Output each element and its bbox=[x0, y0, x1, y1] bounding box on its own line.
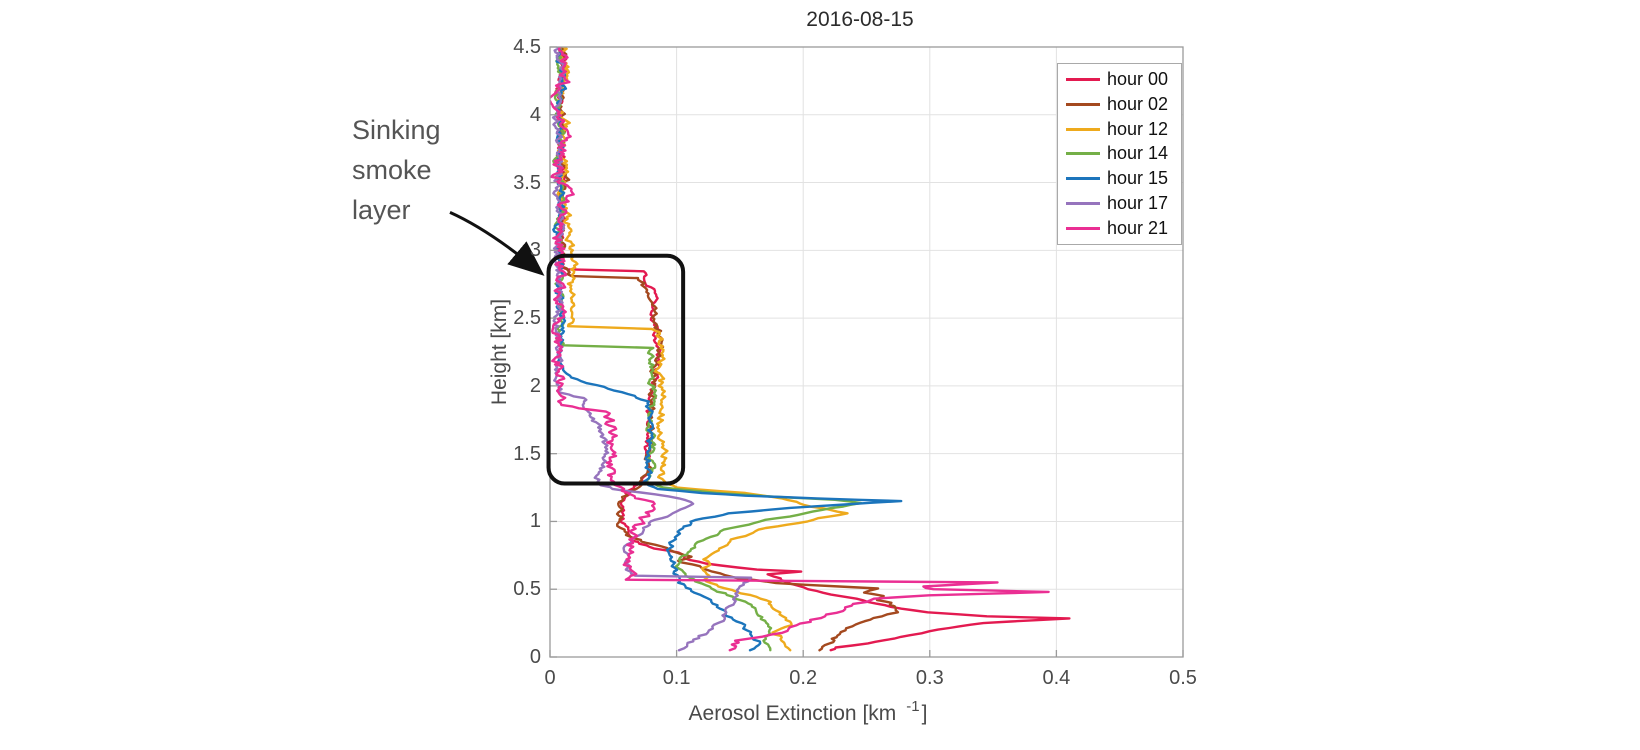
series-lines bbox=[550, 47, 1071, 652]
smoke-layer-annotation-line: smoke bbox=[352, 155, 432, 185]
y-tick-label: 4.5 bbox=[513, 36, 541, 58]
x-tick-label: 0 bbox=[544, 667, 556, 689]
x-axis-label-close: ] bbox=[921, 702, 928, 725]
profile-line-hour-21 bbox=[550, 47, 1050, 652]
legend-label: hour 17 bbox=[1107, 193, 1169, 214]
profile-line-hour-15 bbox=[552, 47, 903, 652]
x-tick-label: 0.1 bbox=[662, 667, 691, 689]
y-tick-label: 3 bbox=[529, 239, 541, 262]
legend: hour 00 hour 02 hour 12 hour 14 hour 15 … bbox=[1057, 63, 1182, 245]
x-axis-label-superscript: -1 bbox=[906, 698, 920, 715]
legend-label: hour 12 bbox=[1107, 118, 1169, 139]
legend-line-swatch bbox=[1066, 102, 1100, 106]
legend-label: hour 02 bbox=[1107, 93, 1169, 114]
legend-item: hour 15 bbox=[1066, 167, 1181, 191]
legend-item: hour 14 bbox=[1066, 142, 1181, 166]
legend-line-swatch bbox=[1066, 226, 1100, 230]
legend-item: hour 21 bbox=[1066, 216, 1181, 240]
legend-line-swatch bbox=[1066, 202, 1100, 206]
x-axis-label-main: Aerosol Extinction [km bbox=[688, 702, 897, 725]
smoke-layer-annotation: Sinking smoke layer bbox=[352, 110, 441, 230]
y-tick-label: 1.5 bbox=[513, 442, 541, 465]
chart-title: 2016-08-15 bbox=[806, 8, 914, 31]
legend-line-swatch bbox=[1066, 177, 1100, 181]
y-tick-label: 0.5 bbox=[513, 578, 541, 601]
legend-item: hour 00 bbox=[1066, 67, 1181, 91]
smoke-layer-annotation-line: layer bbox=[352, 195, 411, 225]
y-tick-label: 2 bbox=[529, 374, 541, 397]
legend-item: hour 17 bbox=[1066, 192, 1181, 216]
y-tick-label: 2.5 bbox=[513, 307, 541, 330]
legend-label: hour 15 bbox=[1107, 168, 1169, 189]
x-axis-label: Aerosol Extinction [km -1] bbox=[689, 698, 928, 726]
x-tick-label: 0.2 bbox=[789, 667, 818, 689]
profile-line-hour-02 bbox=[555, 47, 900, 652]
legend-line-swatch bbox=[1066, 77, 1100, 81]
legend-item: hour 02 bbox=[1066, 92, 1181, 116]
x-tick-label: 0.4 bbox=[1042, 667, 1071, 689]
smoke-layer-annotation-line: Sinking bbox=[352, 115, 441, 145]
x-tick-label: 0.5 bbox=[1169, 667, 1197, 689]
y-tick-label: 3.5 bbox=[513, 171, 541, 194]
smoke-layer-box bbox=[546, 253, 686, 486]
y-tick-label: 1 bbox=[529, 510, 541, 533]
x-tick-label: 0.3 bbox=[915, 667, 944, 689]
legend-label: hour 21 bbox=[1107, 217, 1169, 238]
legend-item: hour 12 bbox=[1066, 117, 1181, 141]
legend-label: hour 00 bbox=[1107, 68, 1169, 89]
profile-line-hour-12 bbox=[556, 47, 849, 652]
profile-line-hour-00 bbox=[554, 47, 1071, 652]
smoke-layer-arrow bbox=[449, 211, 545, 276]
legend-line-swatch bbox=[1066, 152, 1100, 156]
legend-label: hour 14 bbox=[1107, 143, 1169, 164]
y-tick-label: 4 bbox=[529, 103, 541, 126]
legend-line-swatch bbox=[1066, 127, 1100, 131]
y-tick-label: 0 bbox=[529, 646, 541, 668]
